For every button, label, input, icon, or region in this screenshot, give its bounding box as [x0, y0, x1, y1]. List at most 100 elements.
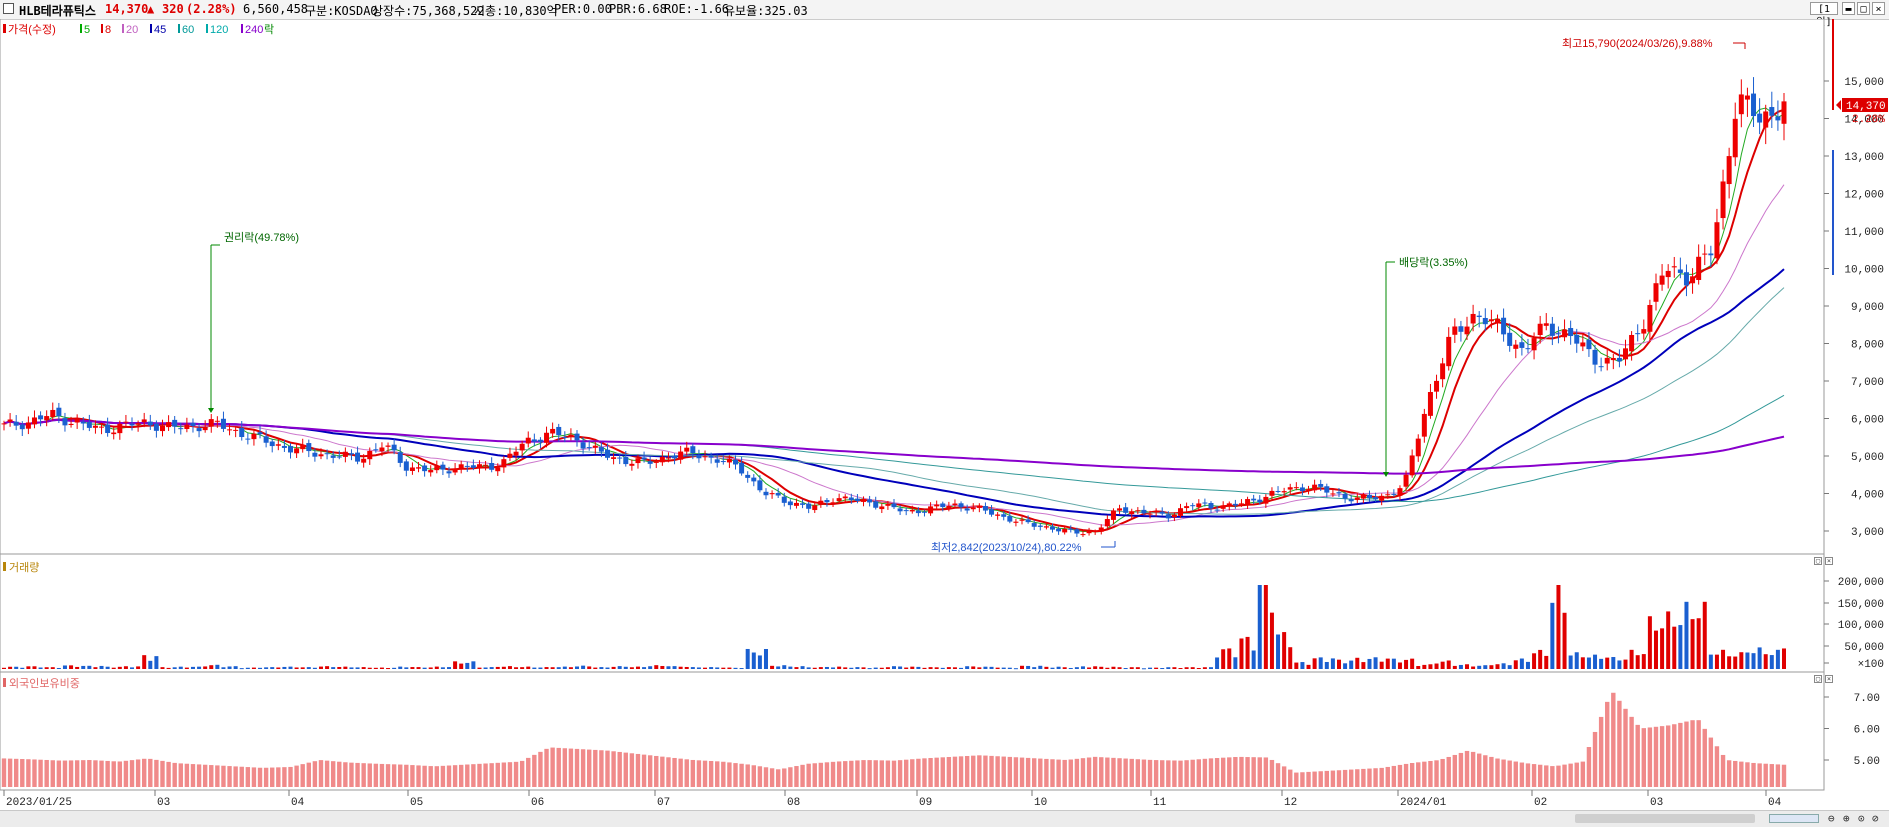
volume-bar [690, 667, 695, 669]
candle [836, 498, 842, 502]
foreign-ratio-bar [836, 761, 842, 787]
foreign-ratio-bar [611, 751, 616, 787]
x-axis: 2023/01/25 03 04 05 06 07 08 09 10 11 12 2024/01 02 0… [3, 790, 1782, 809]
volume-bar [294, 667, 299, 669]
volume-bar [751, 652, 756, 669]
volume-bar [1550, 602, 1555, 669]
volume-bar [1330, 658, 1335, 669]
foreign-pane-maximize-button[interactable]: ▢ [1814, 675, 1822, 683]
volume-bar [1038, 665, 1043, 669]
volume-bar [635, 666, 640, 669]
candle [800, 503, 806, 505]
candle [501, 459, 507, 468]
foreign-ratio-bar [1300, 772, 1305, 787]
candle [879, 506, 885, 510]
volume-bar [965, 666, 970, 669]
candle [1025, 519, 1031, 523]
restore-button[interactable]: □ [1857, 2, 1870, 15]
foreign-ratio-bar [672, 757, 677, 787]
candle [1281, 491, 1287, 493]
header-checkbox[interactable] [3, 3, 14, 14]
period-button[interactable]: [1일] [1810, 2, 1838, 28]
zoom-fit-icon[interactable]: ⊘ [1872, 812, 1879, 825]
volume-bar [1154, 667, 1159, 669]
close-button[interactable]: × [1872, 2, 1885, 15]
chart-scrollbar[interactable]: ⊖ ⊕ ⊙ ⊘ [0, 810, 1889, 827]
foreign-ratio-bar [495, 762, 500, 787]
candle [1153, 511, 1159, 513]
stock-chart[interactable]: 가격(수정) 5 8 20 45 60 120 240 락 15,000 14,000 13,0… [0, 19, 1889, 810]
candle [1769, 107, 1775, 116]
volume-bar [233, 666, 238, 669]
volume-pane-maximize-button[interactable]: ▢ [1814, 557, 1822, 565]
candle [1586, 339, 1592, 350]
candle [861, 499, 867, 502]
stock-name[interactable]: HLB테라퓨틱스 [19, 4, 96, 18]
volume-bar [1361, 662, 1366, 669]
candle [208, 419, 214, 427]
candle [1159, 511, 1165, 514]
scroll-slider-handle[interactable] [1769, 814, 1819, 823]
volume-bar [910, 666, 915, 669]
foreign-ratio-bar [446, 765, 452, 787]
minimize-button[interactable]: ▬ [1842, 2, 1855, 15]
volume-bar [892, 666, 896, 669]
volume-bar [642, 667, 647, 669]
candle [56, 407, 62, 417]
volume-bar [1068, 667, 1073, 669]
foreign-ratio-bar [599, 750, 604, 787]
volume-bar [983, 666, 988, 669]
volume-bar [873, 667, 878, 669]
volume-bar [1696, 618, 1701, 669]
candle [367, 450, 373, 460]
foreign-ratio-bar [1556, 765, 1561, 787]
zoom-reset-icon[interactable]: ⊙ [1858, 812, 1865, 825]
volume-bar [251, 667, 256, 669]
foreign-ratio-bar [1306, 771, 1311, 787]
foreign-ratio-bar [1745, 762, 1750, 787]
candle [684, 447, 690, 452]
foreign-ratio-bar [288, 766, 293, 787]
foreign-ratio-bar [1751, 762, 1756, 787]
volume-bar [386, 668, 391, 670]
candle [690, 446, 696, 454]
zoom-out-icon[interactable]: ⊖ [1828, 812, 1835, 825]
volume-bar [50, 667, 55, 669]
volume-bar [105, 666, 110, 669]
foreign-ratio-bar [1227, 757, 1232, 787]
foreign-ratio-bar [135, 759, 141, 787]
foreign-ratio-bar [117, 761, 123, 787]
volume-bar [782, 665, 787, 669]
per-value: PER:0.00 [554, 2, 612, 16]
volume-bar [26, 666, 31, 669]
zoom-in-icon[interactable]: ⊕ [1843, 812, 1850, 825]
foreign-ratio-bar [1531, 764, 1537, 787]
foreign-ratio-bar [873, 760, 878, 787]
volume-bar [1227, 648, 1232, 669]
volume-bar [160, 667, 165, 669]
foreign-ratio-bar [1598, 716, 1604, 787]
volume-bar [434, 666, 439, 669]
foreign-ratio-bar [1312, 771, 1317, 787]
candle [1074, 529, 1080, 534]
candle [1104, 519, 1110, 527]
candle [958, 503, 964, 508]
volume-bar [1056, 666, 1061, 669]
volume-bar [1495, 664, 1500, 669]
candle [275, 444, 281, 446]
scrollbar-thumb[interactable] [1575, 814, 1755, 823]
volume-tick: 50,000 [1844, 642, 1884, 654]
candle [434, 466, 440, 471]
foreign-ratio-bar [440, 765, 446, 787]
foreign-ratio-bar [343, 762, 348, 787]
volume-pane-close-button[interactable]: × [1825, 557, 1833, 565]
volume-bar [1160, 668, 1165, 670]
volume-bar [1172, 667, 1177, 669]
volume-bar [1666, 611, 1671, 669]
foreign-pane-close-button[interactable]: × [1825, 675, 1833, 683]
volume-bar [1080, 666, 1085, 669]
candle [68, 423, 74, 425]
foreign-ratio-bar [398, 764, 403, 787]
foreign-ratio-bar [903, 759, 909, 787]
candle [135, 423, 141, 425]
